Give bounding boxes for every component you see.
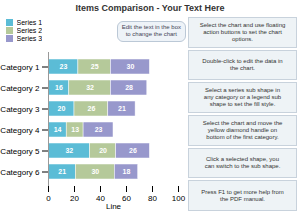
svg-text:14: 14 <box>54 126 62 133</box>
svg-text:32: 32 <box>86 84 94 91</box>
svg-text:80: 80 <box>148 194 157 203</box>
svg-text:28: 28 <box>125 84 133 91</box>
svg-text:30: 30 <box>127 63 135 70</box>
html-text:Select the chart and use float: Select the chart and use floating action… <box>199 21 286 42</box>
html-text:Items Comparison - Your Text H: Items Comparison - Your Text Here <box>75 3 225 13</box>
svg-text:23: 23 <box>95 126 103 133</box>
svg-text:18: 18 <box>123 168 131 175</box>
svg-text:21: 21 <box>118 105 126 112</box>
svg-text:100: 100 <box>172 194 186 203</box>
html-text:Series 2: Series 2 <box>16 27 43 34</box>
svg-text:20: 20 <box>58 105 66 112</box>
svg-text:Category 1: Category 1 <box>0 63 40 72</box>
html-text:Select a series sub shape in a: Select a series sub shape in any categor… <box>203 87 282 108</box>
svg-text:Line: Line <box>106 202 122 211</box>
html-text:Edit the text in the box to ch: Edit the text in the box to change the c… <box>121 23 181 37</box>
svg-text:20: 20 <box>70 194 79 203</box>
svg-text:Category 6: Category 6 <box>0 168 40 177</box>
svg-text:Category 3: Category 3 <box>0 105 40 114</box>
svg-text:Category 4: Category 4 <box>0 126 40 135</box>
html-text:Press F1 to get more help from: Press F1 to get more help from the PDF m… <box>201 188 284 202</box>
html-text:Series 1: Series 1 <box>16 19 43 26</box>
html-text:Double-click to edit the data: Double-click to edit the data in the cha… <box>202 58 283 71</box>
svg-text:21: 21 <box>58 168 66 175</box>
svg-text:26: 26 <box>88 105 96 112</box>
svg-text:16: 16 <box>55 84 63 91</box>
svg-text:26: 26 <box>129 147 137 154</box>
svg-text:40: 40 <box>96 194 105 203</box>
html-text:Select the chart and move the: Select the chart and move the yellow dia… <box>202 119 283 140</box>
svg-text:32: 32 <box>65 147 73 154</box>
svg-text:60: 60 <box>122 194 131 203</box>
svg-text:20: 20 <box>99 147 107 154</box>
html-text:Click a selected shape, you ca: Click a selected shape, you can switch t… <box>204 156 281 169</box>
svg-text:30: 30 <box>91 168 99 175</box>
svg-text:0: 0 <box>46 194 51 203</box>
svg-text:13: 13 <box>71 126 79 133</box>
svg-text:Category 2: Category 2 <box>0 84 40 93</box>
svg-text:23: 23 <box>60 63 68 70</box>
svg-text:Category 5: Category 5 <box>0 147 40 156</box>
html-text:Series 3: Series 3 <box>16 35 43 42</box>
svg-text:25: 25 <box>91 63 99 70</box>
